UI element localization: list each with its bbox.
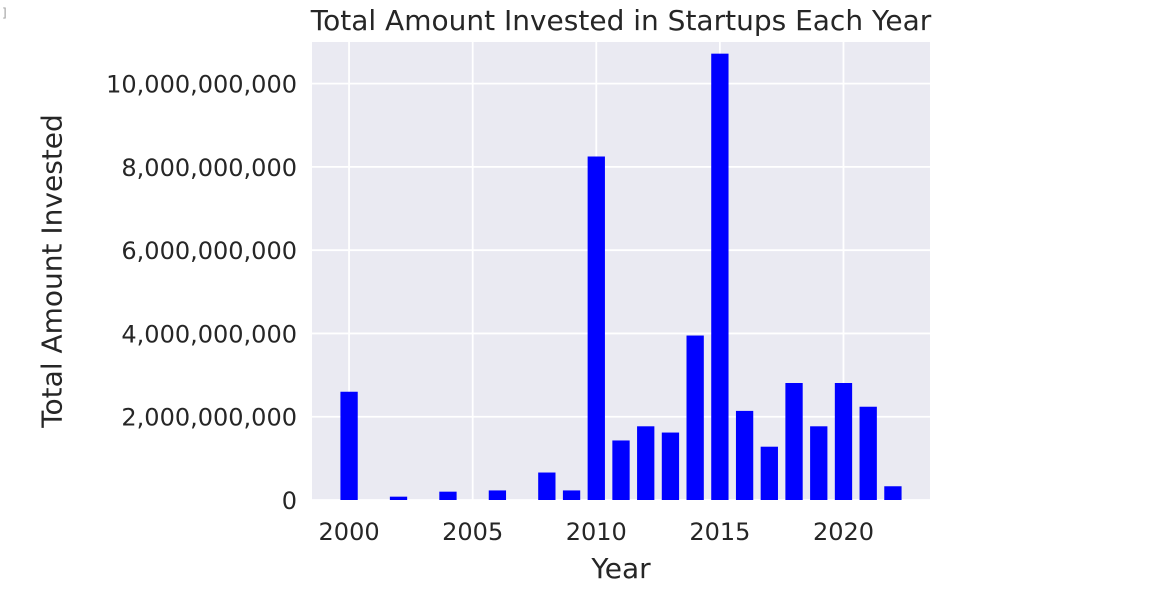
bar	[661, 432, 680, 500]
bar	[538, 472, 556, 500]
y-axis-title: Total Amount Invested	[36, 114, 69, 429]
x-tick-label: 2015	[689, 518, 750, 546]
bar	[389, 496, 408, 500]
bar	[686, 335, 704, 500]
bar	[834, 383, 853, 500]
bar	[785, 383, 803, 500]
bar	[562, 490, 581, 500]
bar	[711, 53, 729, 501]
bar	[637, 426, 655, 500]
bar	[587, 156, 605, 500]
y-tick-label: 2,000,000,000	[121, 404, 297, 432]
x-axis-title: Year	[590, 552, 651, 585]
y-tick-label: 4,000,000,000	[121, 320, 297, 348]
cell-bracket-marker: ]	[2, 6, 7, 20]
bar	[488, 490, 507, 500]
plot-area	[312, 42, 930, 500]
x-tick-label: 2000	[319, 518, 380, 546]
x-tick-label: 2010	[566, 518, 627, 546]
y-tick-label: 10,000,000,000	[106, 71, 297, 99]
y-tick-label: 0	[282, 487, 297, 515]
y-axis-ticks: 0 2,000,000,000 4,000,000,000 6,000,000,000…	[106, 71, 297, 515]
x-axis-ticks: 2000 2005 2010 2015 2020	[319, 518, 874, 546]
chart-title: Total Amount Invested in Startups Each Y…	[310, 4, 932, 37]
bar	[810, 426, 828, 500]
bar	[612, 440, 630, 500]
bars	[340, 53, 902, 501]
bar	[735, 410, 754, 500]
x-tick-label: 2020	[813, 518, 874, 546]
x-tick-label: 2005	[442, 518, 503, 546]
y-tick-label: 8,000,000,000	[121, 154, 297, 182]
bar	[340, 391, 358, 500]
y-tick-label: 6,000,000,000	[121, 237, 297, 265]
bar	[760, 446, 778, 500]
bar	[884, 486, 902, 500]
bar	[439, 491, 457, 500]
bar	[859, 406, 877, 500]
